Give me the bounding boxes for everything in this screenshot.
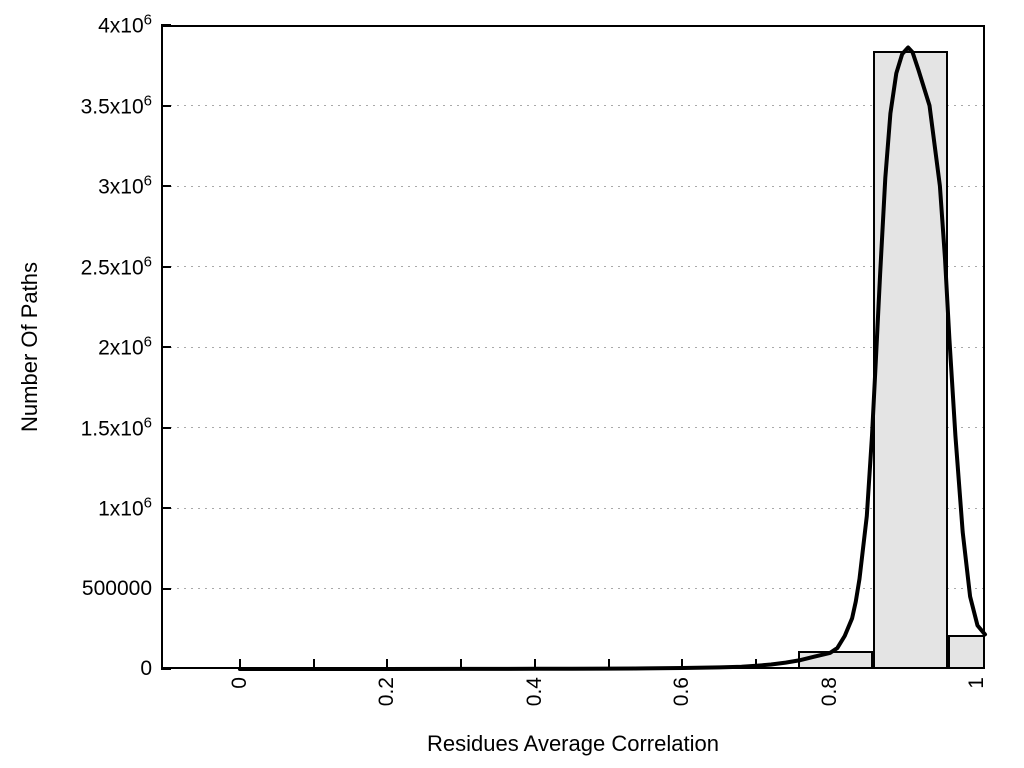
x-tick-mark [681, 659, 684, 669]
y-tick-label: 3x106 [98, 172, 152, 199]
x-tick-mark [460, 659, 463, 669]
y-tick-label: 4x106 [98, 11, 152, 38]
y-tick-mark [161, 265, 171, 268]
y-axis-title-wrap: Number Of Paths [8, 25, 52, 669]
y-axis-title: Number Of Paths [17, 262, 42, 432]
x-tick-label: 1 [965, 677, 989, 689]
y-gridline [163, 427, 983, 428]
x-tick-label: 0.4 [522, 677, 546, 707]
fit-curve-line [237, 45, 987, 671]
grid-layer [161, 25, 985, 669]
y-gridline [163, 588, 983, 589]
x-tick-label: 0.8 [817, 677, 841, 707]
y-tick-mark [161, 668, 171, 670]
y-tick-mark [161, 426, 171, 429]
y-tick-label: 2x106 [98, 333, 152, 360]
fit-curve [237, 45, 987, 671]
x-tick-mark [533, 659, 536, 669]
x-tick-label: 0.2 [375, 677, 399, 707]
y-tick-label: 0 [140, 657, 152, 680]
y-tick-label: 1x106 [98, 494, 152, 521]
y-tick-label: 1.5x106 [80, 414, 152, 440]
y-tick-mark [161, 507, 171, 509]
x-tick-label: 0 [227, 677, 251, 689]
x-tick-mark [238, 659, 241, 669]
y-tick-mark [161, 104, 171, 107]
x-tick-label: 0.6 [670, 677, 694, 707]
y-tick-label: 3.5x106 [80, 92, 152, 118]
y-gridline [163, 346, 983, 348]
x-tick-mark [386, 659, 389, 669]
y-gridline [163, 185, 983, 187]
x-tick-mark [607, 659, 610, 669]
x-axis-title: Residues Average Correlation [427, 731, 719, 756]
y-tick-label: 2.5x106 [80, 253, 152, 279]
y-tick-label: 500000 [81, 576, 152, 600]
y-gridline [163, 507, 983, 509]
x-tick-mark [312, 659, 315, 669]
y-gridline [163, 105, 983, 106]
y-tick-mark [161, 587, 171, 590]
plot-area [161, 24, 987, 671]
y-tick-mark [161, 185, 171, 187]
y-tick-mark [161, 346, 171, 348]
y-gridline [163, 266, 983, 267]
